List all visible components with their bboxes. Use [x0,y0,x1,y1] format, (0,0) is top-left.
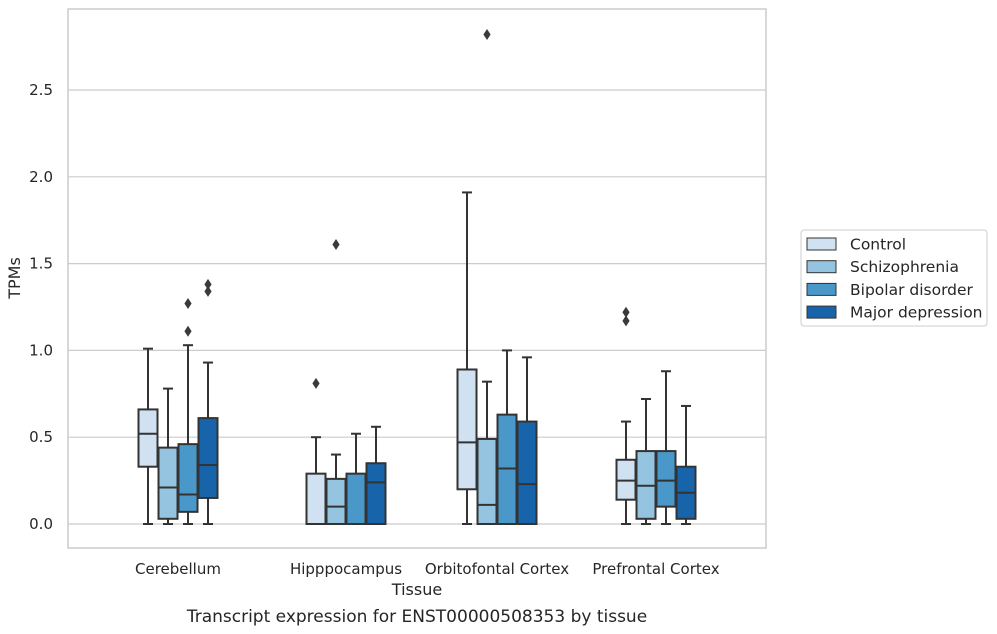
legend-label: Control [850,236,906,254]
outlier-marker [204,285,212,297]
box-bipolar-disorder [655,370,677,525]
legend-label: Schizophrenia [850,258,959,276]
y-tick-label: 2.0 [29,168,53,186]
iqr-box [157,446,179,520]
legend-label: Major depression [850,304,983,322]
outlier-marker [332,239,340,251]
y-tick-label: 2.5 [29,81,53,99]
outlier-marker [312,377,320,389]
box-control [615,306,637,525]
iqr-box [345,472,367,526]
box-major-depression [675,404,697,525]
outlier-marker [622,306,630,318]
y-tick-label: 0.5 [29,428,53,446]
legend-items: Control Schizophrenia Bipolar disorder Majo… [806,236,983,322]
y-tick-label: 0.0 [29,515,53,533]
iqr-box [197,417,219,499]
box-major-depression [197,278,219,525]
legend-label: Bipolar disorder [850,281,974,299]
box-bipolar-disorder [345,432,367,526]
box-major-depression [365,425,387,525]
iqr-box [177,443,199,513]
chart-caption: Transcript expression for ENST0000050835… [186,607,647,627]
outlier-marker [184,298,192,310]
box-control [305,377,327,526]
box-schizophrenia [635,398,657,525]
outlier-marker [483,28,491,40]
box-bipolar-disorder [177,298,199,525]
x-tick-label: Orbitofontal Cortex [425,560,569,578]
iqr-box [476,437,498,526]
outlier-marker [204,278,212,290]
x-tick-label: Hipppocampus [290,560,402,578]
y-tick-label: 1.0 [29,341,53,359]
iqr-box [365,462,387,525]
box-control [137,347,159,525]
legend-swatch [806,282,837,296]
y-tick-label: 1.5 [29,255,53,273]
legend-swatch [806,237,837,251]
x-axis-title: Tissue [391,580,442,599]
outlier-marker [622,315,630,327]
box-schizophrenia [325,239,347,526]
legend: Control Schizophrenia Bipolar disorder Majo… [800,229,988,327]
iqr-box [516,420,538,525]
x-tick-labels: Cerebellum Hipppocampus Orbitofontal Corte… [135,560,720,578]
iqr-box [325,477,347,526]
box-bipolar-disorder [496,349,518,525]
y-axis-title: TPMs [5,257,24,300]
legend-swatch [806,260,837,274]
plot-frame [67,8,767,549]
x-tick-label: Prefrontal Cortex [592,560,719,578]
box-major-depression [516,356,538,525]
legend-swatch [806,305,837,319]
box-schizophrenia [157,387,179,525]
box-control [456,191,478,525]
iqr-box [305,472,327,526]
iqr-box [456,368,478,491]
outlier-marker [184,325,192,337]
box-plot-area [137,28,697,526]
x-tick-label: Cerebellum [135,560,221,578]
iqr-box [655,450,677,508]
iqr-box [137,408,159,468]
y-tick-labels: 0.0 0.5 1.0 1.5 2.0 2.5 [29,81,53,533]
legend-frame [800,229,988,327]
box-schizophrenia [476,28,498,526]
